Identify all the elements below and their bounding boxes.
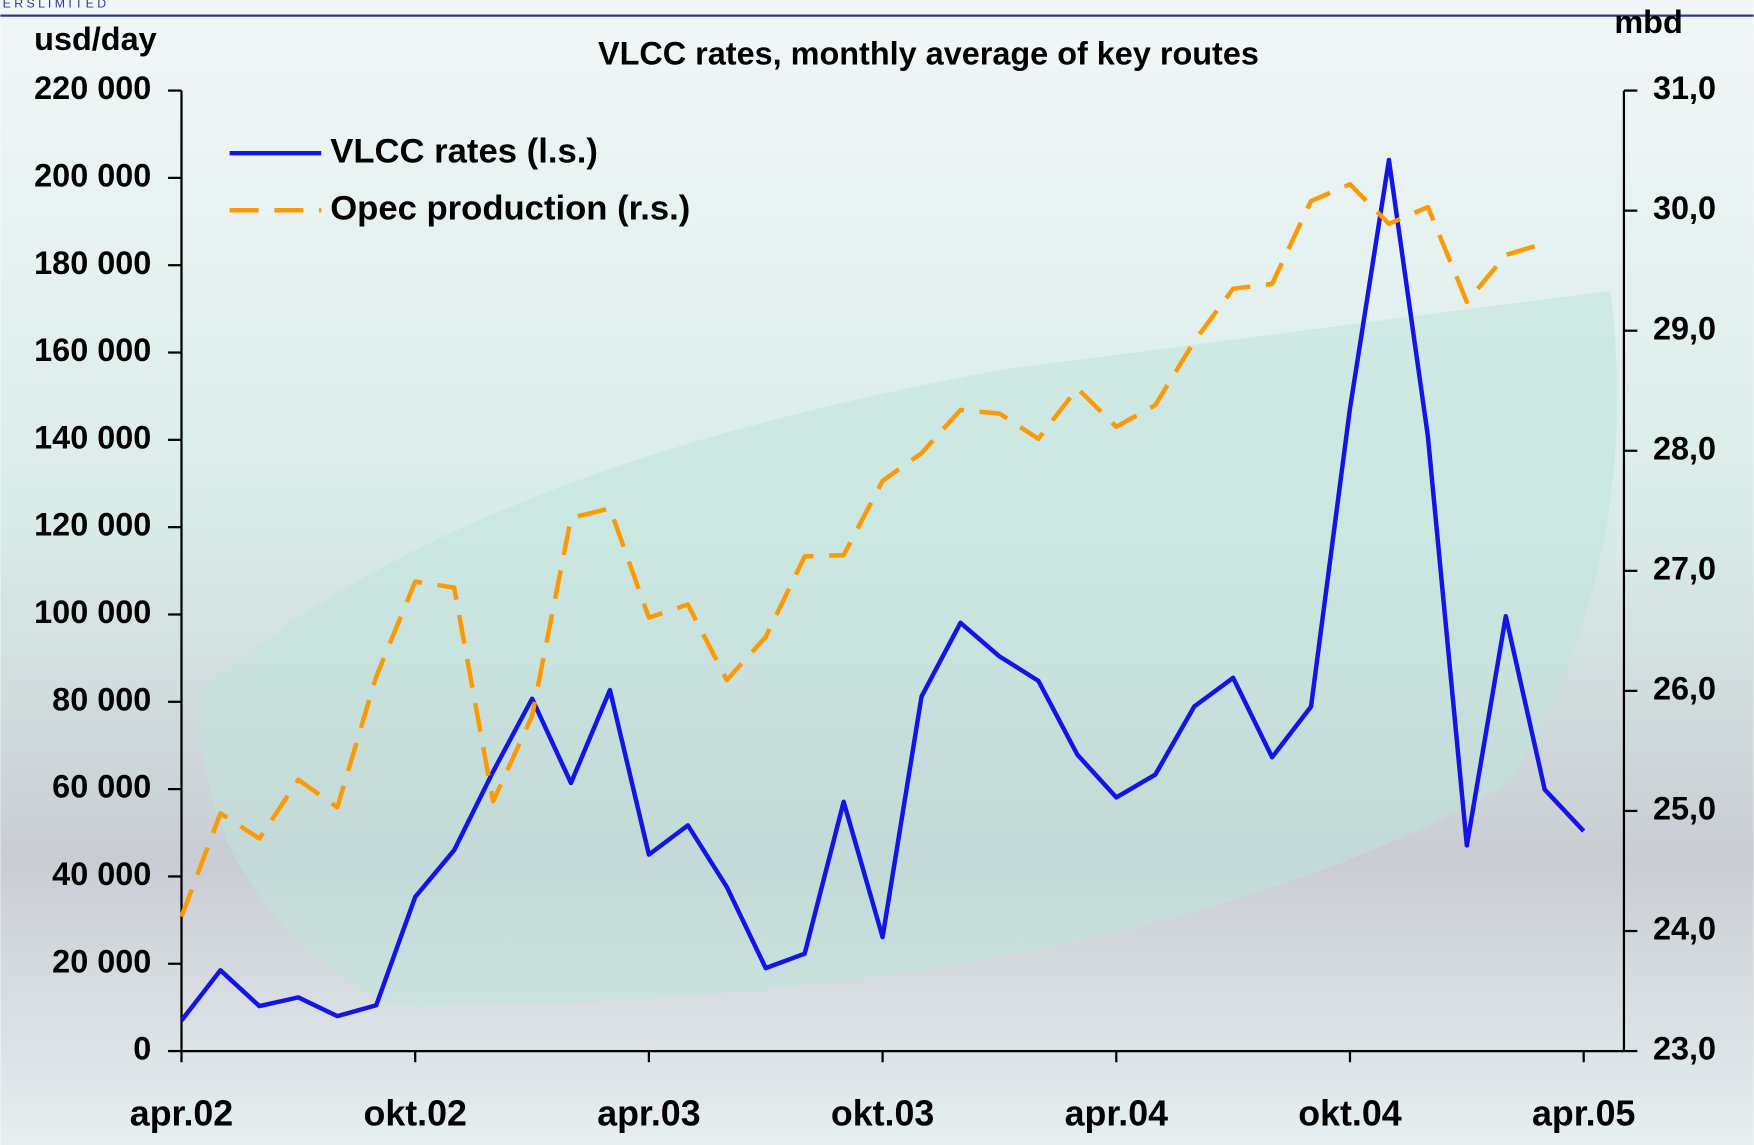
y-tick-label: 100 000	[34, 594, 151, 630]
y2-tick-label: 25,0	[1653, 791, 1716, 827]
legend-label: Opec production (r.s.)	[330, 189, 690, 227]
y2-tick-label: 26,0	[1653, 670, 1716, 706]
y-tick-label: 200 000	[34, 157, 151, 193]
y-tick-label: 80 000	[52, 681, 151, 717]
x-tick-label: okt.04	[1298, 1093, 1401, 1133]
x-tick-label: okt.02	[364, 1093, 467, 1133]
series-line	[179, 157, 1586, 1022]
x-tick-label: apr.04	[1065, 1093, 1169, 1133]
y2-tick-label: 29,0	[1653, 310, 1716, 346]
y-tick-label: 140 000	[34, 419, 151, 455]
y-tick-label: 160 000	[34, 332, 151, 368]
chart-title: VLCC rates, monthly average of key route…	[598, 35, 1259, 71]
legend-label: VLCC rates (l.s.)	[330, 132, 598, 170]
header-text: E R S L I M I T E D	[3, 0, 107, 11]
y2-tick-label: 28,0	[1653, 430, 1716, 466]
x-tick-label: okt.03	[831, 1093, 934, 1133]
y2-tick-label: 31,0	[1653, 70, 1716, 106]
y-tick-label: 40 000	[52, 856, 151, 892]
y2-tick-label: 24,0	[1653, 911, 1716, 947]
background-shape	[201, 290, 1618, 1007]
y-tick-label: 0	[133, 1031, 151, 1067]
y2-tick-label: 27,0	[1653, 550, 1716, 586]
y-tick-label: 60 000	[52, 769, 151, 805]
y-tick-label: 220 000	[34, 70, 151, 106]
x-tick-label: apr.05	[1532, 1093, 1635, 1133]
y2-tick-label: 30,0	[1653, 190, 1716, 226]
series-line	[179, 181, 1546, 918]
y-tick-label: 180 000	[34, 245, 151, 281]
y2-axis-label: mbd	[1614, 4, 1682, 40]
x-tick-label: apr.02	[130, 1093, 233, 1133]
y2-tick-label: 23,0	[1653, 1031, 1716, 1067]
y-tick-label: 120 000	[34, 507, 151, 543]
y-tick-label: 20 000	[52, 943, 151, 979]
y-axis-label: usd/day	[34, 21, 156, 57]
x-tick-label: apr.03	[597, 1093, 700, 1133]
